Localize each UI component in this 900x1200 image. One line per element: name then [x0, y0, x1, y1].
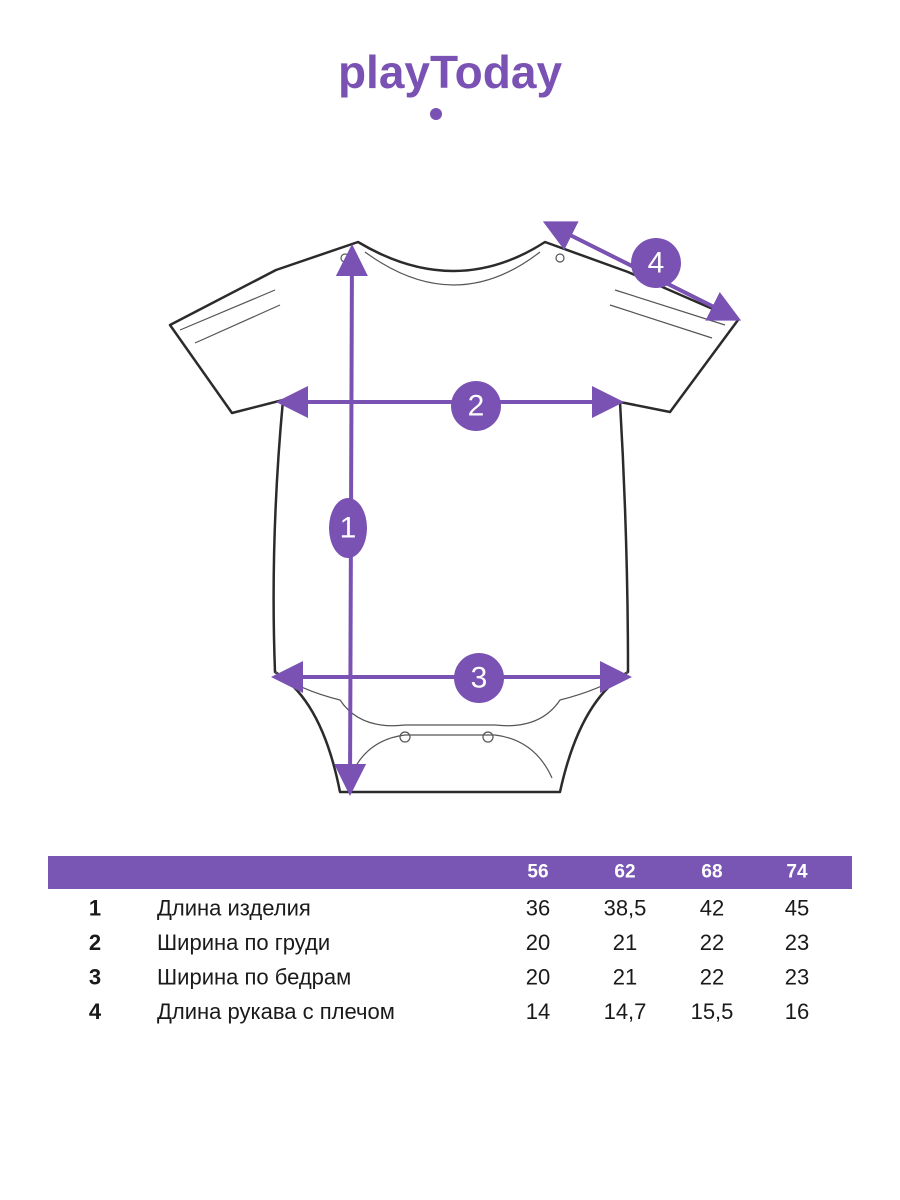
logo: playToday	[338, 46, 563, 98]
row-value: 45	[785, 896, 809, 921]
row-value: 22	[700, 930, 724, 955]
size-header: 74	[786, 862, 808, 883]
logo-dot	[430, 108, 442, 120]
row-value: 38,5	[604, 896, 647, 921]
row-value: 20	[526, 965, 550, 990]
marker: 1	[340, 512, 357, 545]
row-value: 23	[785, 965, 809, 990]
row-number: 3	[89, 965, 101, 990]
row-value: 22	[700, 965, 724, 990]
row-label: Длина изделия	[157, 896, 311, 921]
marker: 3	[471, 662, 488, 695]
size-header: 56	[527, 862, 548, 883]
row-value: 42	[700, 896, 724, 921]
row-label: Ширина по бедрам	[157, 965, 351, 990]
bodysuit-drawing	[168, 240, 740, 794]
row-value: 36	[526, 896, 550, 921]
size-header: 62	[614, 862, 635, 883]
table-header-bar	[48, 856, 852, 889]
size-header: 68	[701, 862, 722, 883]
measure-arrows: 1 2 3 4	[271, 221, 742, 796]
size-table: 56 62 68 74 1 Длина изделия 36 38,5 42 45 2 Ширина …	[89, 862, 809, 1025]
row-value: 15,5	[691, 999, 734, 1024]
row-label: Длина рукава с плечом	[157, 999, 395, 1024]
row-value: 14	[526, 999, 550, 1024]
row-value: 16	[785, 999, 809, 1024]
row-number: 2	[89, 930, 101, 955]
row-number: 1	[89, 896, 101, 921]
row-label: Ширина по груди	[157, 930, 330, 955]
row-value: 20	[526, 930, 550, 955]
row-value: 23	[785, 930, 809, 955]
row-number: 4	[89, 999, 102, 1024]
row-value: 14,7	[604, 999, 647, 1024]
marker: 4	[648, 247, 665, 280]
marker: 2	[468, 390, 485, 423]
row-value: 21	[613, 930, 637, 955]
row-value: 21	[613, 965, 637, 990]
